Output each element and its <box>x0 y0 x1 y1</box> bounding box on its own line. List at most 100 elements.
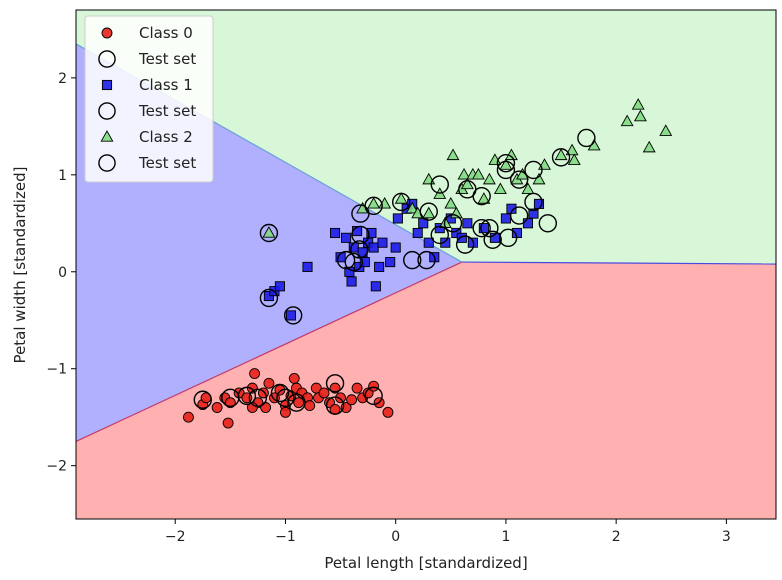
legend-item: Test set <box>98 102 196 120</box>
point-class-2 <box>444 196 458 209</box>
point-class-0 <box>263 377 275 389</box>
boundary-class-0-1 <box>75 261 463 442</box>
legend-item: Class 0 <box>101 24 193 42</box>
x-axis-ticks: −2 −1 0 1 2 3 <box>165 519 731 545</box>
legend-box <box>84 15 214 183</box>
test-set-point <box>403 250 422 270</box>
point-class-2 <box>394 192 408 204</box>
point-class-2 <box>471 167 485 180</box>
region-class-2 <box>76 10 776 265</box>
legend-label: Test set <box>138 50 196 68</box>
test-set-point <box>270 383 290 403</box>
point-class-2 <box>262 226 276 238</box>
test-set-point <box>498 228 518 248</box>
legend-item: Test set <box>98 50 196 68</box>
point-class-0 <box>249 368 261 380</box>
test-set-point <box>351 225 370 245</box>
point-class-2 <box>477 192 491 204</box>
series-class-1 <box>263 198 545 321</box>
test-set-point <box>430 225 449 245</box>
legend-marker-circle <box>101 27 113 39</box>
test-set-point <box>509 170 529 189</box>
test-set-point <box>538 214 558 233</box>
legend-label: Class 0 <box>139 24 193 42</box>
boundary-class-0-2 <box>461 261 777 265</box>
point-class-1 <box>344 266 355 277</box>
point-class-0 <box>335 392 347 404</box>
point-class-1 <box>392 213 403 224</box>
legend-item: Class 2 <box>100 128 193 146</box>
y-tick-label: 0 <box>58 265 67 281</box>
test-set-point <box>259 288 279 308</box>
x-axis-label: Petal length [standardized] <box>324 554 527 572</box>
x-tick-label: −1 <box>275 529 296 545</box>
point-class-2 <box>521 182 535 195</box>
test-set-point <box>496 160 516 180</box>
test-set-point <box>391 192 411 212</box>
point-class-1 <box>374 261 385 272</box>
y-axis-label: Petal width [standardized] <box>11 167 29 364</box>
y-tick-label: −1 <box>46 362 67 378</box>
legend-item: Test set <box>98 154 196 172</box>
legend-label: Test set <box>138 154 196 172</box>
point-class-1 <box>500 213 511 224</box>
test-set-point <box>472 218 491 238</box>
test-set-point <box>276 388 295 408</box>
point-class-1 <box>346 276 357 287</box>
legend-label: Class 1 <box>139 76 193 94</box>
point-class-2 <box>499 158 513 170</box>
point-class-0 <box>222 417 234 429</box>
x-tick-label: 0 <box>391 529 400 545</box>
point-class-1 <box>423 237 434 248</box>
x-tick-label: −2 <box>165 529 186 545</box>
test-set-point <box>472 186 491 206</box>
x-tick-label: 3 <box>722 529 731 545</box>
point-class-1 <box>330 227 341 239</box>
point-class-2 <box>659 124 673 136</box>
test-set-point <box>524 160 543 180</box>
point-class-0 <box>318 387 330 399</box>
test-set-point <box>496 153 516 173</box>
test-set-point <box>524 192 543 212</box>
point-class-2 <box>631 98 645 110</box>
test-set-point <box>455 235 475 254</box>
test-set-point <box>551 148 571 167</box>
point-class-1 <box>370 281 381 292</box>
point-class-0 <box>293 397 305 409</box>
test-set-point <box>480 218 499 238</box>
legend-marker-ring <box>98 154 116 172</box>
point-class-1 <box>368 242 379 253</box>
point-class-1 <box>412 227 423 239</box>
point-class-2 <box>367 196 381 209</box>
point-class-1 <box>522 218 534 229</box>
point-class-2 <box>493 182 507 195</box>
test-set-point <box>350 240 369 259</box>
point-class-0 <box>224 397 236 409</box>
point-class-0 <box>211 402 223 413</box>
point-class-1 <box>302 261 313 272</box>
y-tick-label: −2 <box>46 459 67 475</box>
test-set-point <box>417 250 436 270</box>
point-class-2 <box>565 143 579 156</box>
point-class-0 <box>368 380 380 392</box>
test-set-point <box>325 396 345 415</box>
point-class-2 <box>554 148 568 161</box>
legend: Class 0 Test set Class 1 Test set Class 2 Tes… <box>84 15 214 183</box>
test-set-point <box>336 250 356 270</box>
test-set-point <box>248 388 268 408</box>
series-test-set <box>193 128 596 415</box>
test-set-point <box>259 223 279 243</box>
test-set-point <box>237 386 257 406</box>
legend-marker-ring <box>98 50 116 68</box>
y-tick-label: 1 <box>58 168 67 184</box>
test-set-point <box>283 306 303 325</box>
test-set-point <box>483 230 502 249</box>
x-tick-label: 2 <box>612 529 621 545</box>
point-class-2 <box>642 140 656 153</box>
y-tick-label: 2 <box>58 71 67 87</box>
point-class-2 <box>422 206 436 219</box>
test-set-point <box>325 374 345 393</box>
point-class-0 <box>382 406 394 418</box>
point-class-2 <box>567 153 581 165</box>
point-class-1 <box>359 257 370 268</box>
